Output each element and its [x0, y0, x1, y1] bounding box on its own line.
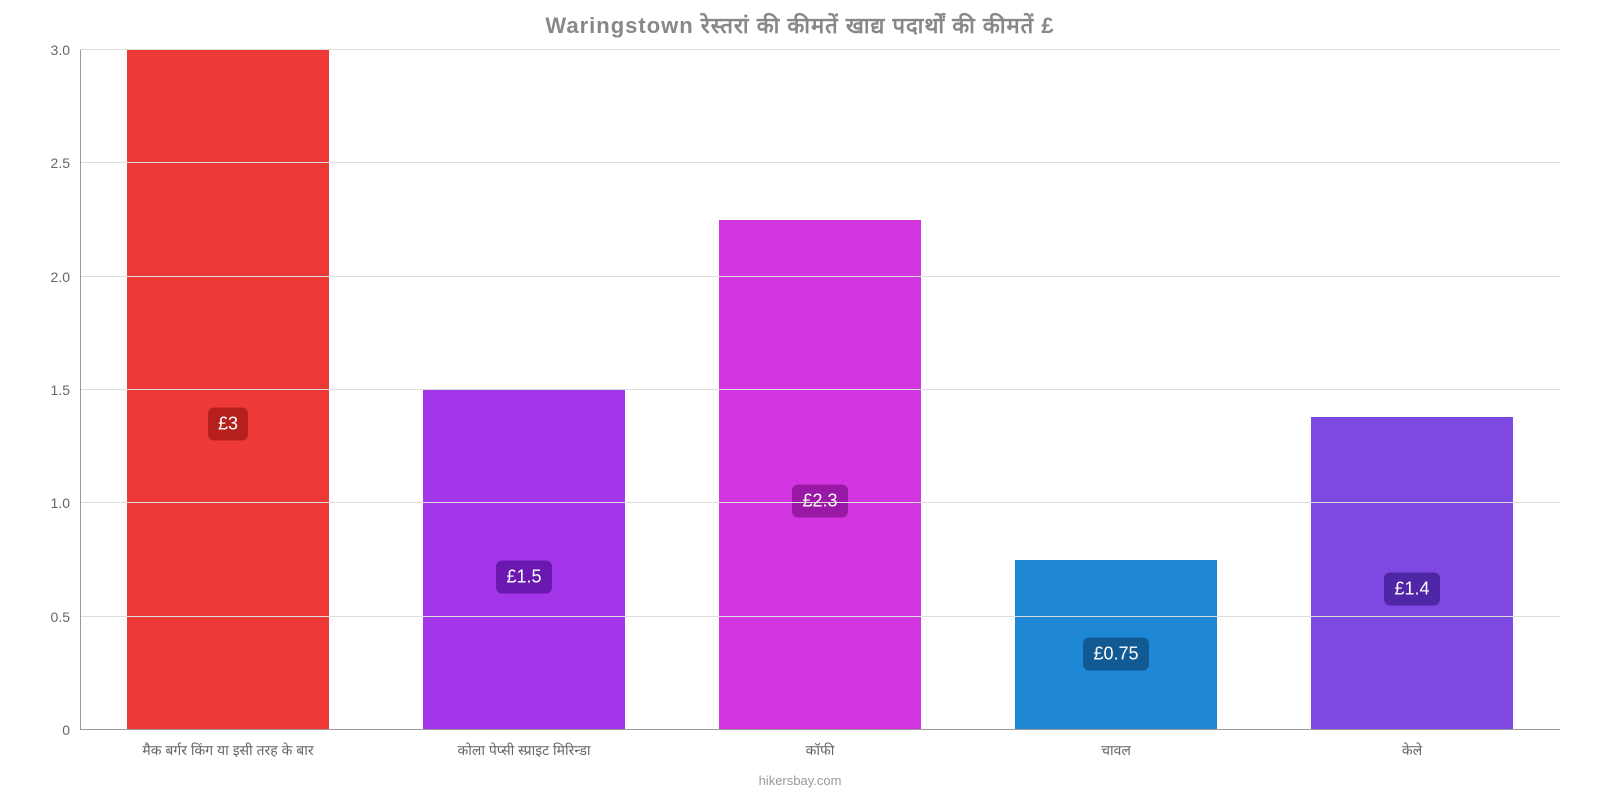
bar-slot: £0.75	[968, 50, 1264, 730]
bar: £3	[127, 50, 328, 730]
bar-slot: £1.5	[376, 50, 672, 730]
bar-slot: £3	[80, 50, 376, 730]
bars-container: £3 £1.5 £2.3 £0.75 £1.4	[80, 50, 1560, 730]
y-tick-label: 0	[62, 722, 80, 738]
y-tick-label: 1.5	[51, 382, 80, 398]
x-axis-label: चावल	[968, 741, 1264, 760]
price-bar-chart: Waringstown रेस्तरां की कीमतें खाद्य पदा…	[0, 0, 1600, 800]
x-axis-label: कॉफी	[672, 741, 968, 760]
grid-line	[80, 616, 1560, 617]
x-axis-line	[80, 729, 1560, 730]
value-badge: £1.5	[496, 561, 551, 594]
grid-line	[80, 502, 1560, 503]
y-tick-label: 0.5	[51, 609, 80, 625]
value-badge: £3	[208, 408, 248, 441]
grid-line	[80, 162, 1560, 163]
value-badge: £0.75	[1083, 637, 1148, 670]
y-axis-line	[80, 50, 81, 730]
bar: £1.5	[423, 390, 624, 730]
x-axis-labels: मैक बर्गर किंग या इसी तरह के बारकोला पेप…	[80, 741, 1560, 760]
chart-title: Waringstown रेस्तरां की कीमतें खाद्य पदा…	[0, 10, 1600, 40]
plot-area: £3£1.5£2.3£0.75£1.4 00.51.01.52.02.53.0	[80, 50, 1560, 730]
grid-line	[80, 389, 1560, 390]
grid-line	[80, 49, 1560, 50]
y-tick-label: 1.0	[51, 495, 80, 511]
bar: £1.4	[1311, 417, 1512, 730]
value-badge: £1.4	[1384, 573, 1439, 606]
value-badge: £2.3	[792, 484, 847, 517]
y-tick-label: 2.0	[51, 269, 80, 285]
bar-slot: £2.3	[672, 50, 968, 730]
grid-line	[80, 276, 1560, 277]
x-axis-label: मैक बर्गर किंग या इसी तरह के बार	[80, 741, 376, 760]
x-axis-label: कोला पेप्सी स्प्राइट मिरिन्डा	[376, 741, 672, 760]
bar-slot: £1.4	[1264, 50, 1560, 730]
y-tick-label: 2.5	[51, 155, 80, 171]
attribution-text: hikersbay.com	[0, 773, 1600, 788]
bar: £0.75	[1015, 560, 1216, 730]
x-axis-label: केले	[1264, 741, 1560, 760]
y-tick-label: 3.0	[51, 42, 80, 58]
bar: £2.3	[719, 220, 920, 730]
